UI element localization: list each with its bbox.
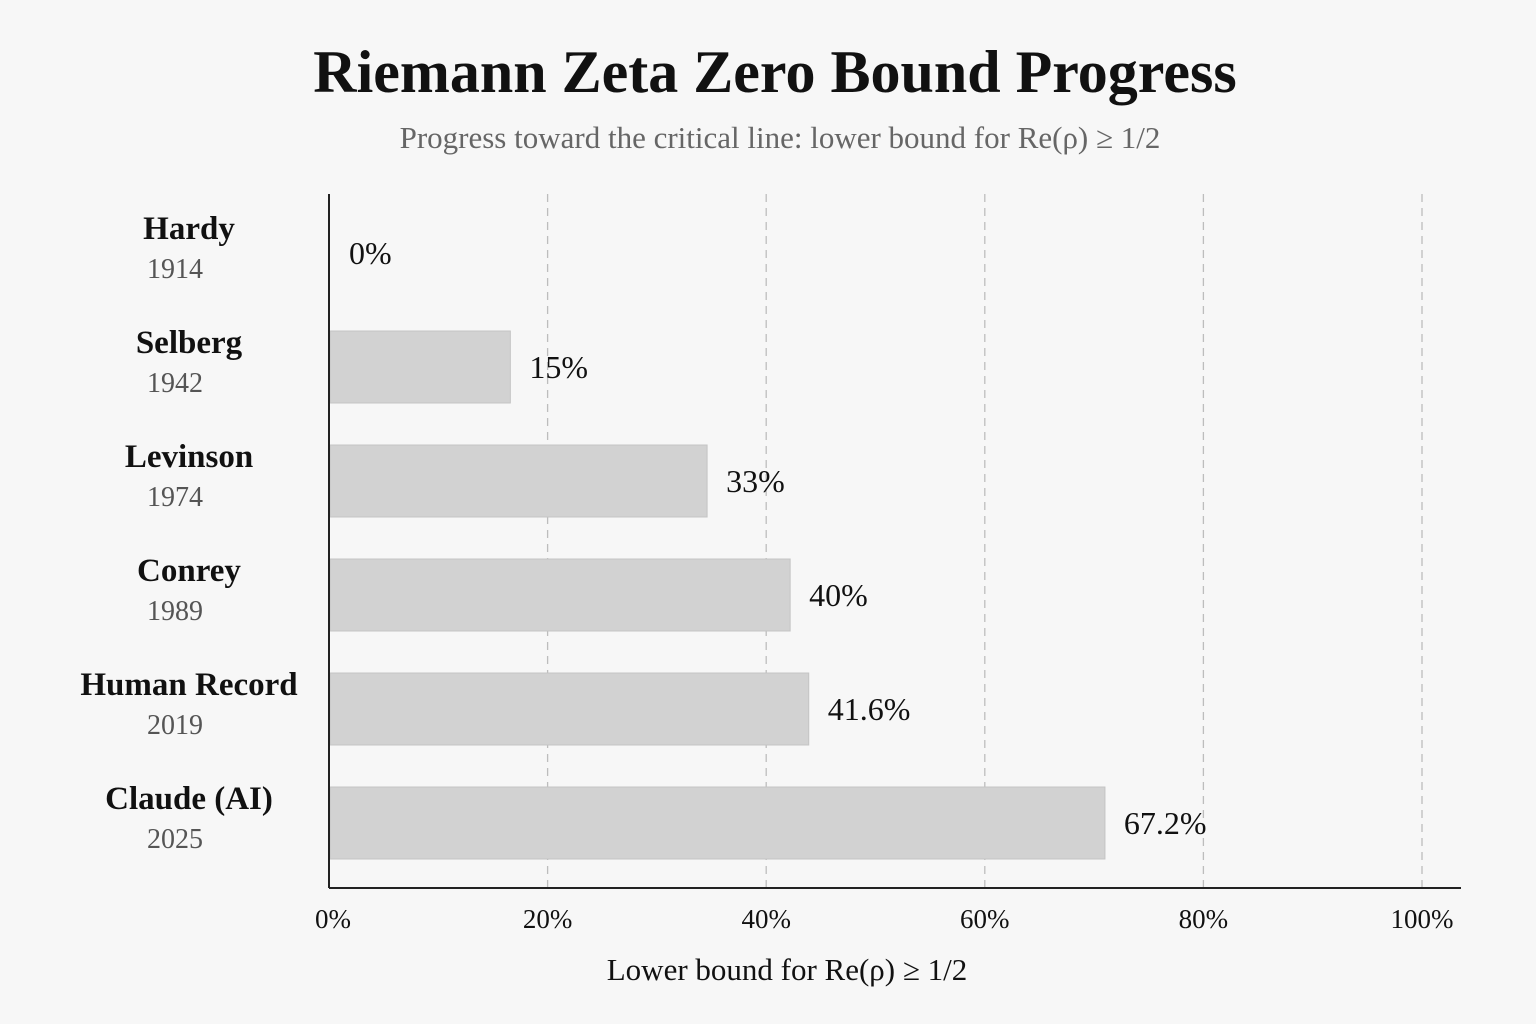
category-year: 1974 xyxy=(147,482,203,513)
category-labels: Hardy 1914 Selberg 1942 Levinson 1974 Conrey 19… xyxy=(80,211,297,855)
value-label: 41.6% xyxy=(828,691,911,727)
category-name: Levinson xyxy=(125,439,253,475)
x-tick-label: 60% xyxy=(960,904,1010,934)
value-label: 40% xyxy=(809,577,868,613)
category-year: 2025 xyxy=(147,824,203,855)
category-year: 1942 xyxy=(147,368,203,399)
x-tick-label: 40% xyxy=(741,904,791,934)
bars: 0% 15% 33% 40% 41.6% 67.2% xyxy=(329,235,1207,860)
x-tick-labels: 0% 20% 40% 60% 80% 100% xyxy=(315,904,1454,934)
grid-lines xyxy=(546,194,1423,888)
bar xyxy=(329,330,511,404)
value-label: 33% xyxy=(726,463,785,499)
category-year: 1914 xyxy=(147,254,203,285)
category-year: 1989 xyxy=(147,596,203,627)
chart-subtitle: Progress toward the critical line: lower… xyxy=(399,120,1161,155)
category-name: Claude (AI) xyxy=(105,781,273,817)
category-year: 2019 xyxy=(147,710,203,741)
x-tick-label: 20% xyxy=(523,904,573,934)
x-axis-title: Lower bound for Re(ρ) ≥ 1/2 xyxy=(607,952,967,987)
category-name: Conrey xyxy=(137,553,241,589)
category-name: Selberg xyxy=(136,325,243,361)
x-tick-label: 80% xyxy=(1179,904,1229,934)
axes xyxy=(328,194,1461,889)
value-label: 15% xyxy=(529,349,588,385)
x-tick-label: 0% xyxy=(315,904,351,934)
category-name: Human Record xyxy=(80,667,297,703)
bar xyxy=(329,558,791,632)
bar xyxy=(329,786,1106,860)
category-name: Hardy xyxy=(143,211,235,247)
chart-title: Riemann Zeta Zero Bound Progress xyxy=(313,39,1237,105)
bar xyxy=(329,672,810,746)
value-label: 67.2% xyxy=(1124,805,1207,841)
value-label: 0% xyxy=(349,235,392,271)
bar xyxy=(329,444,708,518)
x-tick-label: 100% xyxy=(1391,904,1454,934)
